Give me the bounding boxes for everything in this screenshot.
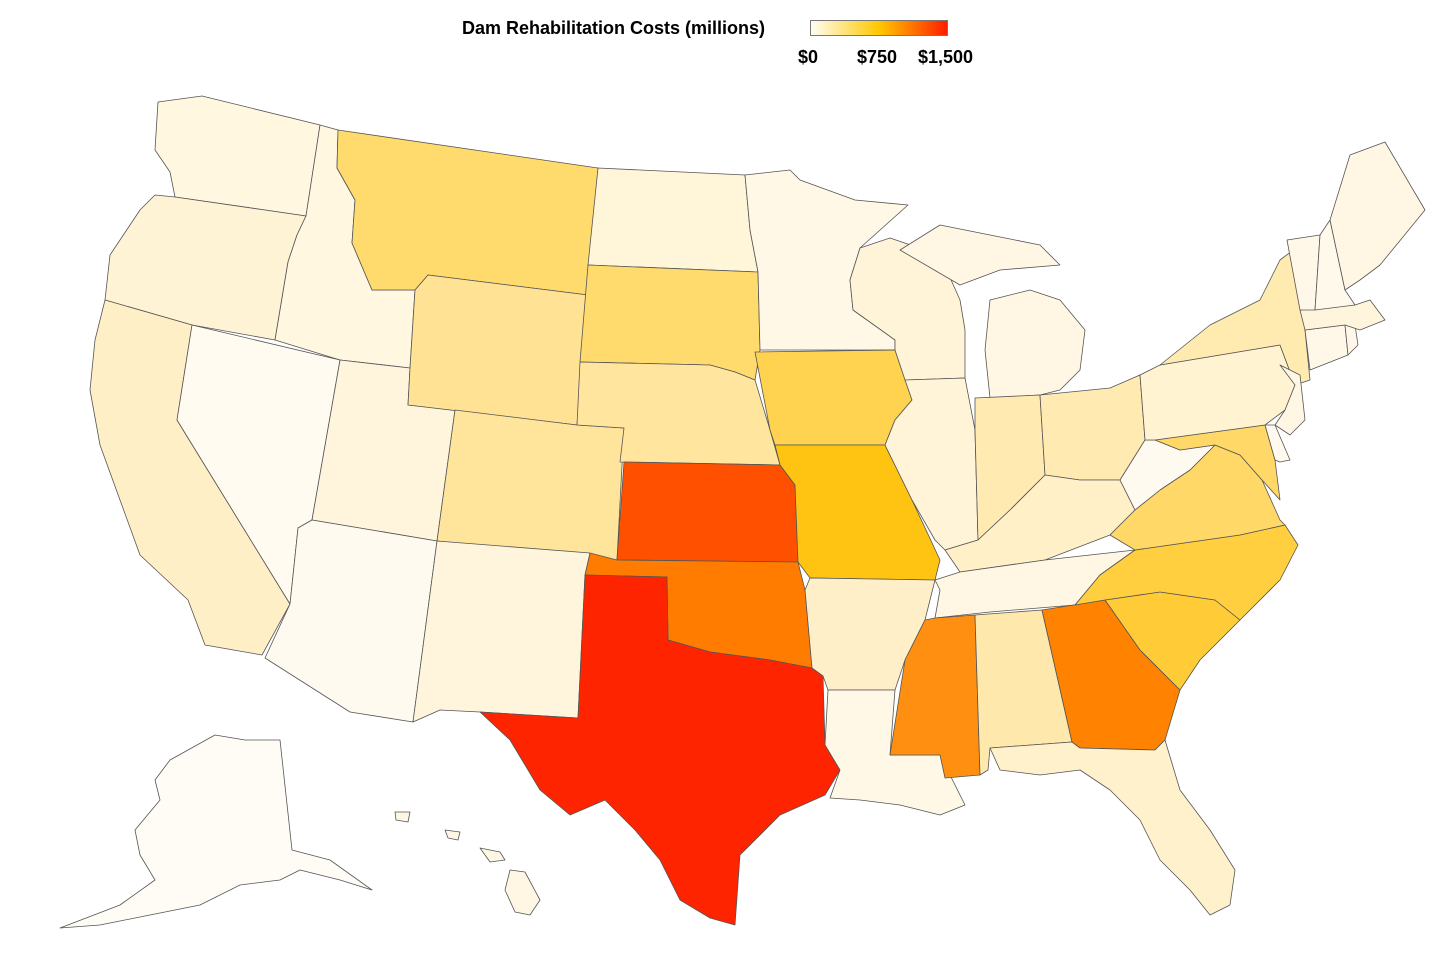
state-ND[interactable] — [587, 167, 759, 273]
state-FL[interactable] — [989, 739, 1236, 916]
state-HI[interactable] — [394, 811, 541, 916]
state-OR[interactable] — [104, 194, 307, 341]
legend-color-bar — [810, 20, 948, 36]
state-CT[interactable] — [1304, 324, 1349, 371]
state-NE[interactable] — [576, 361, 781, 466]
state-KS[interactable] — [616, 461, 799, 563]
state-WY[interactable] — [407, 274, 589, 426]
state-MA[interactable] — [1299, 299, 1386, 331]
state-IA[interactable] — [754, 349, 913, 446]
state-AK[interactable] — [59, 734, 373, 929]
state-NH[interactable] — [1314, 219, 1356, 311]
legend-tick-min: $0 — [798, 47, 819, 67]
state-NC[interactable] — [1074, 524, 1299, 621]
legend-tick-max: $1,500 — [918, 47, 974, 67]
state-IL[interactable] — [884, 377, 979, 551]
state-LA[interactable] — [824, 689, 966, 816]
state-NM[interactable] — [412, 540, 591, 723]
state-TX[interactable] — [479, 574, 841, 926]
state-MI[interactable] — [899, 224, 1086, 399]
legend-tick-mid: $750 — [857, 47, 898, 67]
state-CO[interactable] — [436, 409, 625, 561]
state-ME[interactable] — [1329, 141, 1426, 291]
legend-title: Dam Rehabilitation Costs (millions) — [462, 18, 766, 38]
state-NJ[interactable] — [1274, 364, 1306, 436]
state-MT[interactable] — [336, 129, 599, 296]
state-DE[interactable] — [1264, 424, 1291, 463]
